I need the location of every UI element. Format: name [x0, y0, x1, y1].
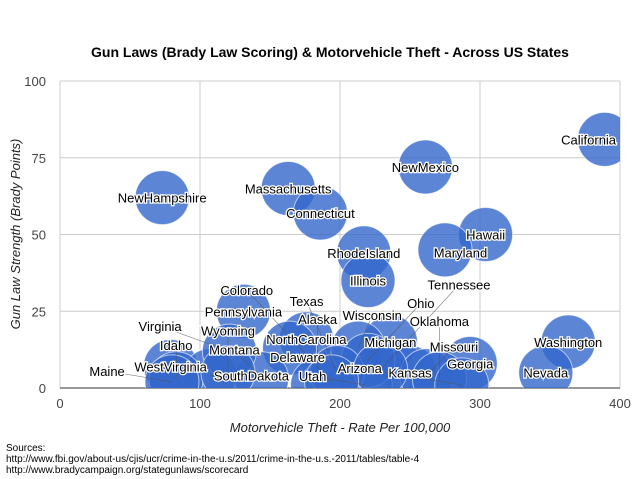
x-axis-label: Motorvehicle Theft - Rate Per 100,000 — [230, 420, 451, 435]
bubble-label: Washington — [534, 335, 602, 350]
bubble-label: Illinois — [350, 274, 387, 289]
bubble-label: Maine — [89, 364, 124, 379]
y-tick-label: 100 — [24, 74, 46, 89]
label-leader-line — [367, 302, 422, 361]
bubble-label: Utah — [299, 369, 326, 384]
x-tick-label: 300 — [469, 396, 491, 411]
source-link[interactable]: http://www.bradycampaign.org/stategunlaw… — [6, 465, 249, 476]
y-tick-label: 50 — [32, 228, 46, 243]
label-leader-line — [312, 375, 366, 386]
label-leader-line — [357, 315, 373, 349]
label-leader-line — [306, 301, 338, 373]
label-leader-line — [159, 325, 230, 352]
bubble-label: Nevada — [523, 366, 569, 381]
x-tick-label: 0 — [56, 396, 63, 411]
bubble-label: Pennsylvania — [205, 304, 283, 319]
source-link[interactable]: http://www.fbi.gov/about-us/cjis/ucr/cri… — [6, 454, 420, 465]
bubble — [304, 354, 360, 388]
chart-title: Gun Laws (Brady Law Scoring) & Motorvehi… — [91, 44, 569, 60]
bubble-label: NewMexico — [392, 160, 459, 175]
bubble-label: Alaska — [298, 312, 338, 327]
y-tick-label: 0 — [39, 381, 46, 396]
x-tick-label: 200 — [329, 396, 351, 411]
bubble-label: Arizona — [338, 361, 383, 376]
bubble — [292, 185, 348, 241]
bubble-label: NorthCarolina — [266, 332, 347, 347]
bubble-label: Tennessee — [428, 278, 491, 293]
label-leader-line — [246, 289, 332, 383]
bubble-label: Delaware — [270, 350, 325, 365]
x-tick-label: 100 — [189, 396, 211, 411]
bubble-label: Texas — [290, 294, 324, 309]
bubble-label: Idaho — [160, 338, 193, 353]
bubble-label: Ohio — [407, 296, 434, 311]
bubble — [134, 170, 190, 226]
bubble-label: WestVirginia — [134, 360, 207, 375]
bubble — [397, 139, 453, 195]
label-leader-line — [380, 284, 460, 370]
sources: Sources: http://www.fbi.gov/about-us/cji… — [6, 443, 419, 476]
x-tick-label: 400 — [609, 396, 631, 411]
bubble-label: Kansas — [388, 366, 432, 381]
bubble-label: Montana — [209, 342, 260, 357]
sources-heading: Sources: — [6, 443, 46, 454]
label-leader-line — [444, 249, 461, 253]
label-leader-line — [107, 370, 173, 383]
label-leader-line — [359, 367, 462, 386]
bubble-label: Maryland — [434, 245, 487, 260]
label-leader-line — [426, 346, 455, 376]
bubble — [434, 357, 490, 388]
bubble-label: Massachusetts — [245, 181, 332, 196]
bubble-label: Georgia — [447, 356, 494, 371]
bubble-label: SouthDakota — [214, 369, 290, 384]
bubble-label: Colorado — [220, 283, 273, 298]
bubble — [340, 253, 396, 309]
label-leader-line — [234, 349, 262, 380]
bubble-chart: Gun Laws (Brady Law Scoring) & Motorvehi… — [8, 44, 631, 435]
y-tick-label: 75 — [32, 151, 46, 166]
bubble-label: Michigan — [364, 335, 416, 350]
bubble-label: Connecticut — [286, 206, 355, 221]
bubble-label: RhodeIsland — [327, 246, 400, 261]
bubble-label: Wyoming — [201, 324, 255, 339]
bubble-label: Wisconsin — [343, 308, 402, 323]
bubble-label: Hawaii — [466, 228, 505, 243]
y-tick-label: 25 — [32, 304, 46, 319]
bubble-label: Oklahoma — [410, 314, 470, 329]
bubble-label: NewHampshire — [118, 191, 207, 206]
bubble-label: California — [561, 132, 617, 147]
y-axis-label: Gun Law Strength (Brady Points) — [8, 139, 23, 330]
bubble-label: Missouri — [430, 339, 479, 354]
bubble — [518, 345, 574, 388]
bubble-label: Virginia — [139, 319, 183, 334]
